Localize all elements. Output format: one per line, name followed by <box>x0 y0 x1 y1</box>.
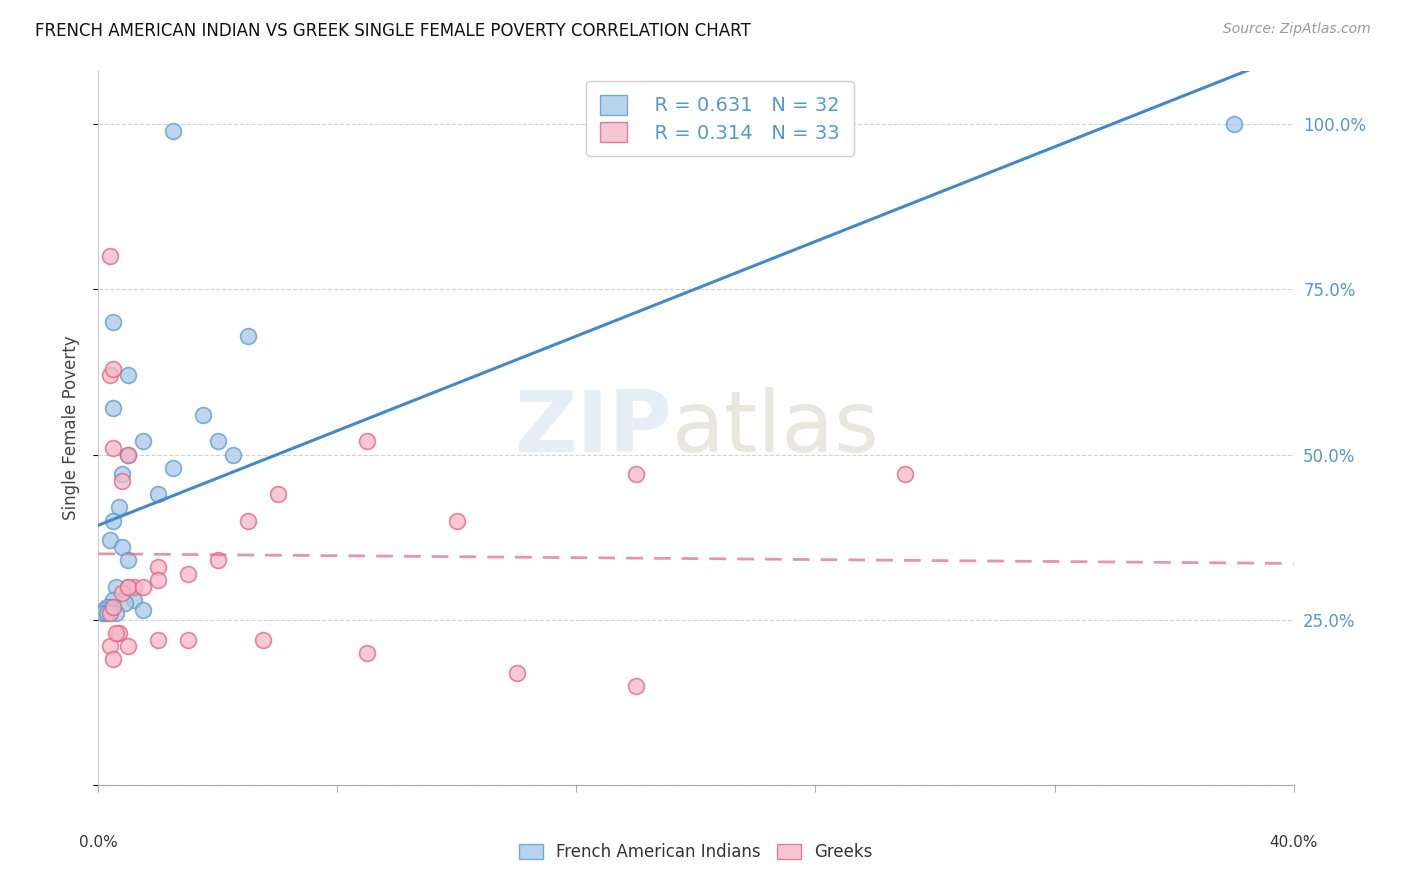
Point <box>252 632 274 647</box>
Point <box>117 639 139 653</box>
Point <box>356 434 378 449</box>
Point <box>191 408 214 422</box>
Point <box>117 448 139 462</box>
Point <box>91 606 114 620</box>
Point <box>236 514 259 528</box>
Point <box>117 448 139 462</box>
Point <box>96 599 118 614</box>
Point <box>356 646 378 660</box>
Point <box>98 533 122 548</box>
Point <box>222 448 245 462</box>
Point <box>626 679 648 693</box>
Point <box>108 500 131 515</box>
Point <box>103 361 125 376</box>
Text: ZIP: ZIP <box>515 386 672 470</box>
Point <box>506 665 529 680</box>
Text: atlas: atlas <box>672 386 880 470</box>
Point <box>108 626 131 640</box>
Point <box>162 460 184 475</box>
Point <box>105 626 128 640</box>
Text: FRENCH AMERICAN INDIAN VS GREEK SINGLE FEMALE POVERTY CORRELATION CHART: FRENCH AMERICAN INDIAN VS GREEK SINGLE F… <box>35 22 751 40</box>
Point <box>207 553 229 567</box>
Point <box>111 586 134 600</box>
Point <box>132 434 155 449</box>
Point <box>148 560 170 574</box>
Point <box>132 580 155 594</box>
Point <box>626 467 648 482</box>
Point <box>103 514 125 528</box>
Point <box>117 580 139 594</box>
Legend: French American Indians, Greeks: French American Indians, Greeks <box>512 835 880 870</box>
Point <box>177 632 200 647</box>
Point <box>103 593 125 607</box>
Point <box>114 596 136 610</box>
Point <box>111 540 134 554</box>
Point <box>1223 117 1246 131</box>
Point <box>103 652 125 666</box>
Point <box>96 606 118 620</box>
Text: 0.0%: 0.0% <box>79 835 118 850</box>
Point <box>111 474 134 488</box>
Point <box>103 315 125 329</box>
Point <box>98 249 122 263</box>
Point <box>103 401 125 416</box>
Point <box>132 603 155 617</box>
Point <box>93 606 115 620</box>
Point <box>98 368 122 383</box>
Point <box>111 467 134 482</box>
Point <box>124 580 146 594</box>
Point <box>103 599 125 614</box>
Point <box>148 487 170 501</box>
Point <box>98 639 122 653</box>
Text: Source: ZipAtlas.com: Source: ZipAtlas.com <box>1223 22 1371 37</box>
Point <box>148 632 170 647</box>
Point <box>105 606 128 620</box>
Point <box>236 328 259 343</box>
Y-axis label: Single Female Poverty: Single Female Poverty <box>62 336 80 520</box>
Point <box>103 441 125 455</box>
Point <box>207 434 229 449</box>
Point <box>162 124 184 138</box>
Point <box>117 553 139 567</box>
Point <box>98 606 122 620</box>
Point <box>894 467 917 482</box>
Text: 40.0%: 40.0% <box>1270 835 1317 850</box>
Point <box>267 487 290 501</box>
Point <box>105 580 128 594</box>
Point <box>117 368 139 383</box>
Point <box>446 514 468 528</box>
Point <box>177 566 200 581</box>
Point <box>117 580 139 594</box>
Point <box>93 603 115 617</box>
Point <box>98 599 122 614</box>
Point <box>148 573 170 587</box>
Point <box>124 593 146 607</box>
